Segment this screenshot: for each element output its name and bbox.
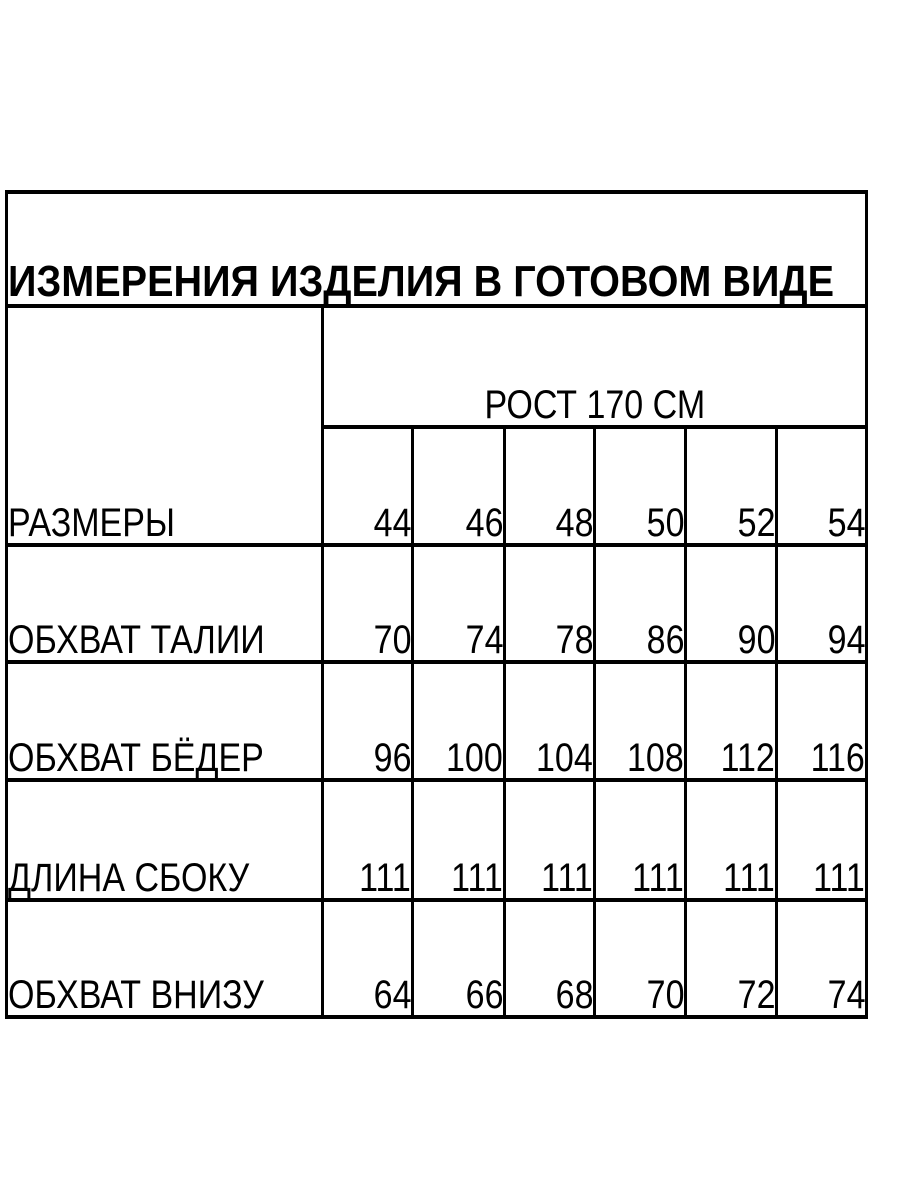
value-cell: 111 (321, 778, 414, 902)
measurement-value: 111 (451, 856, 503, 900)
value-cell: 111 (593, 778, 687, 902)
measurement-value: 70 (646, 973, 684, 1017)
size-value: 46 (465, 501, 503, 545)
value-cell: 111 (774, 778, 869, 902)
measurement-value: 111 (632, 856, 684, 900)
value-cell: 64 (321, 898, 414, 1019)
size-value: 54 (827, 501, 866, 545)
measurement-value: 96 (373, 736, 411, 780)
size-value-cell: 44 (321, 425, 414, 547)
measurement-value: 72 (737, 973, 775, 1017)
measurement-row-side-length: ДЛИНА СБОКУ 111 111 111 111 111 111 (5, 778, 869, 902)
height-header-row: РАЗМЕРЫ РОСТ 170 СМ (5, 304, 869, 547)
row-label: ОБХВАТ БЁДЕР (8, 736, 264, 780)
value-cell: 94 (774, 543, 869, 664)
value-cell: 104 (503, 660, 596, 782)
value-cell: 111 (684, 778, 778, 902)
row-label: ОБХВАТ ВНИЗУ (8, 973, 264, 1017)
size-chart-table: ИЗМЕРЕНИЯ ИЗДЕЛИЯ В ГОТОВОМ ВИДЕ РАЗМЕРЫ… (4, 190, 869, 1019)
sizes-row: 44 46 48 50 52 54 (7, 425, 869, 547)
measurement-row-waist: ОБХВАТ ТАЛИИ 70 74 78 86 90 94 (5, 543, 869, 664)
table-title: ИЗМЕРЕНИЯ ИЗДЕЛИЯ В ГОТОВОМ ВИДЕ (8, 257, 835, 306)
measurement-value: 108 (627, 736, 684, 780)
measurement-value: 66 (465, 973, 503, 1017)
measurement-value: 100 (446, 736, 503, 780)
value-cell: 112 (684, 660, 778, 782)
measurement-value: 111 (359, 856, 411, 900)
sizes-label: РАЗМЕРЫ (8, 501, 176, 545)
value-cell: 86 (593, 543, 687, 664)
size-value-cell: 46 (411, 425, 506, 547)
measurement-value: 70 (373, 618, 411, 662)
measurement-value: 104 (536, 736, 593, 780)
value-cell: 74 (411, 543, 506, 664)
row-label-cell: ДЛИНА СБОКУ (5, 778, 324, 902)
value-cell: 70 (321, 543, 414, 664)
height-header-cell: РОСТ 170 СМ (320, 304, 869, 429)
measurement-value: 74 (465, 618, 503, 662)
value-cell: 68 (503, 898, 596, 1019)
measurement-value: 94 (827, 618, 866, 662)
value-cell: 116 (774, 660, 869, 782)
measurement-value: 116 (810, 736, 866, 780)
height-header: РОСТ 170 СМ (484, 383, 705, 427)
measurement-value: 111 (541, 856, 593, 900)
measurement-row-bottom: ОБХВАТ ВНИЗУ 64 66 68 70 72 74 (5, 898, 869, 1019)
title-row: ИЗМЕРЕНИЯ ИЗДЕЛИЯ В ГОТОВОМ ВИДЕ (4, 190, 869, 308)
sizes-label-cell: РАЗМЕРЫ (5, 304, 324, 547)
measurement-value: 112 (720, 736, 775, 780)
value-cell: 72 (684, 898, 778, 1019)
size-value: 50 (646, 501, 684, 545)
value-cell: 78 (503, 543, 596, 664)
size-value: 52 (737, 501, 775, 545)
value-cell: 100 (411, 660, 506, 782)
measurement-row-hips: ОБХВАТ БЁДЕР 96 100 104 108 112 116 (5, 660, 869, 782)
row-label-cell: ОБХВАТ ВНИЗУ (5, 898, 324, 1019)
value-cell: 90 (684, 543, 778, 664)
measurement-value: 74 (827, 973, 866, 1017)
measurement-value: 64 (373, 973, 411, 1017)
measurement-value: 111 (813, 856, 866, 900)
value-cell: 74 (774, 898, 869, 1019)
size-value-cell: 50 (593, 425, 687, 547)
measurement-value: 111 (723, 856, 775, 900)
size-value-cell: 52 (684, 425, 778, 547)
measurement-value: 90 (737, 618, 775, 662)
row-label: ОБХВАТ ТАЛИИ (8, 618, 265, 662)
measurement-value: 78 (555, 618, 593, 662)
value-cell: 108 (593, 660, 687, 782)
value-cell: 70 (593, 898, 687, 1019)
value-cell: 96 (321, 660, 414, 782)
measurement-value: 68 (555, 973, 593, 1017)
value-cell: 111 (503, 778, 596, 902)
size-value: 44 (373, 501, 411, 545)
size-value-cell: 48 (503, 425, 596, 547)
table-title-cell: ИЗМЕРЕНИЯ ИЗДЕЛИЯ В ГОТОВОМ ВИДЕ (4, 190, 869, 308)
size-value-cell: 54 (774, 425, 869, 547)
row-label-cell: ОБХВАТ БЁДЕР (5, 660, 324, 782)
row-label: ДЛИНА СБОКУ (8, 856, 250, 900)
size-value: 48 (555, 501, 593, 545)
measurement-value: 86 (646, 618, 684, 662)
value-cell: 111 (411, 778, 506, 902)
value-cell: 66 (411, 898, 506, 1019)
row-label-cell: ОБХВАТ ТАЛИИ (5, 543, 324, 664)
